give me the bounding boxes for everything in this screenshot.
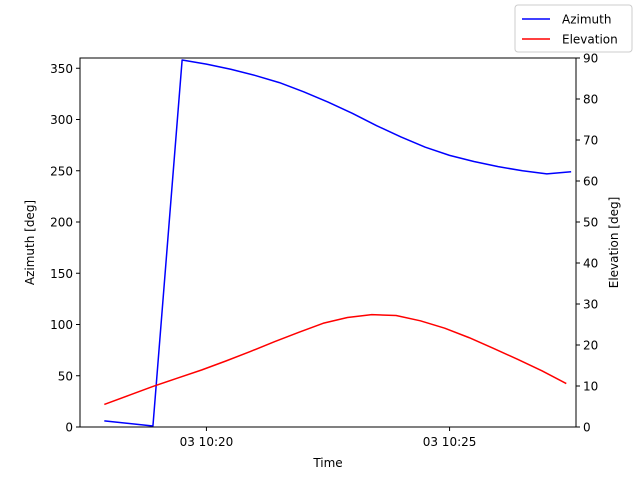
- y-left-tick-label: 50: [58, 369, 73, 383]
- series-line-elevation: [104, 313, 567, 406]
- y-right-tick-label: 10: [583, 380, 598, 394]
- y-left-tick-label: 100: [50, 318, 73, 332]
- axis-ticks: 0 50 100 150 200 250 300 350 0 10 20 30 40 50 60 70 80 90…: [50, 52, 598, 450]
- x-tick-label: 03 10:20: [180, 435, 234, 449]
- y-right-axis-label: Elevation [deg]: [607, 197, 621, 289]
- y-left-tick-label: 350: [50, 62, 73, 76]
- y-right-tick-label: 30: [583, 298, 598, 312]
- y-right-tick-label: 20: [583, 339, 598, 353]
- legend-label-azimuth: Azimuth: [562, 13, 611, 27]
- y-right-tick-label: 70: [583, 134, 598, 148]
- legend-label-elevation: Elevation: [562, 33, 618, 47]
- y-right-tick-label: 80: [583, 93, 598, 107]
- y-left-tick-label: 200: [50, 216, 73, 230]
- legend-box: [514, 4, 633, 53]
- plot-lines: [104, 59, 572, 427]
- y-left-axis-label: Azimuth [deg]: [23, 200, 37, 285]
- series-line-azimuth: [104, 59, 572, 427]
- y-right-tick-label: 40: [583, 257, 598, 271]
- y-left-tick-label: 150: [50, 267, 73, 281]
- plot-frame: [79, 57, 577, 428]
- y-right-tick-label: 50: [583, 216, 598, 230]
- y-left-tick-label: 300: [50, 113, 73, 127]
- x-axis-label: Time: [312, 456, 342, 470]
- y-left-tick-label: 250: [50, 164, 73, 178]
- y-right-tick-label: 60: [583, 175, 598, 189]
- y-right-tick-label: 90: [583, 52, 598, 66]
- y-right-tick-label: 0: [583, 421, 591, 435]
- y-left-tick-label: 0: [65, 421, 73, 435]
- x-tick-label: 03 10:25: [423, 435, 477, 449]
- legend: Azimuth Elevation: [514, 4, 633, 53]
